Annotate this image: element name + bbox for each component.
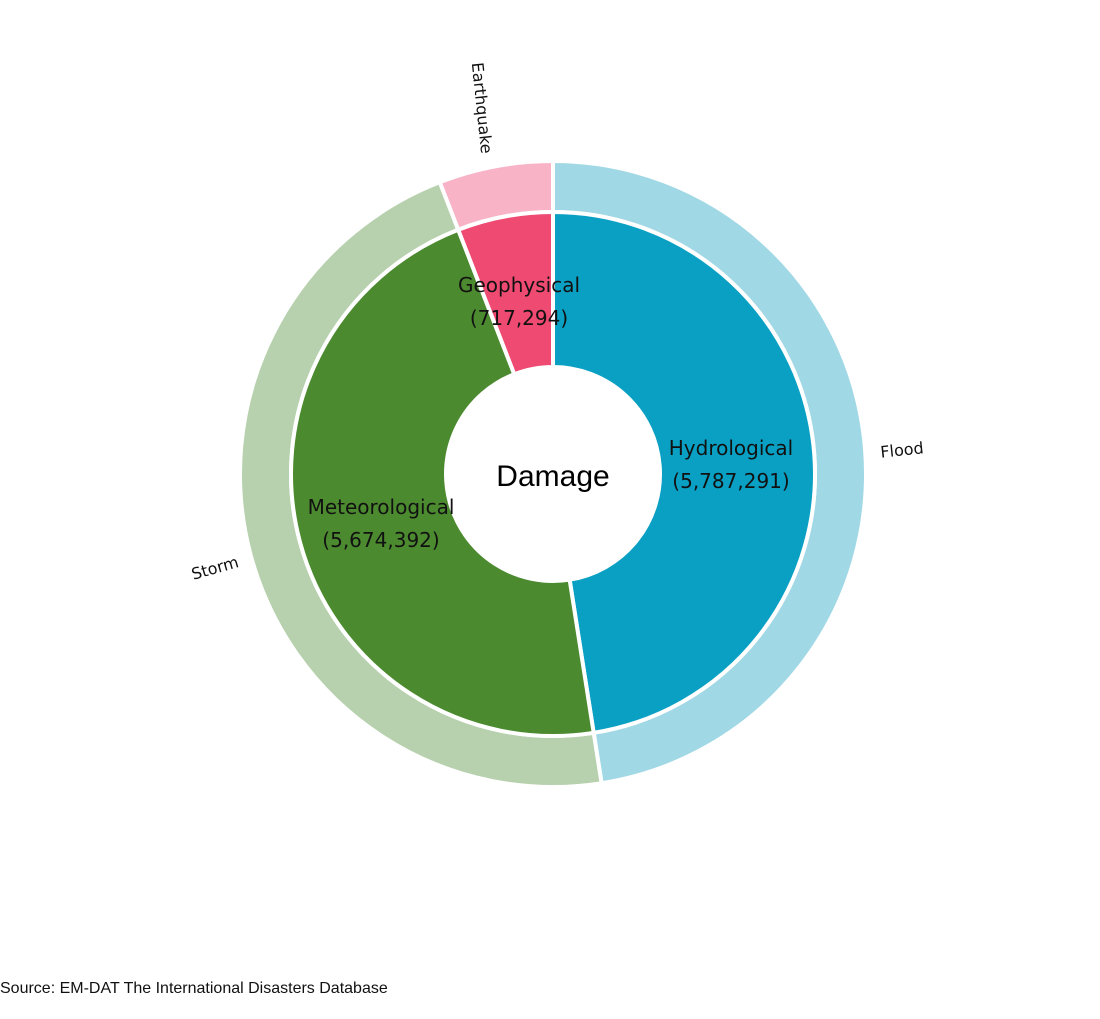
inner-value-meteorological: (5,674,392) bbox=[322, 528, 439, 552]
outer-label-flood: Flood bbox=[879, 438, 924, 461]
chart-labels: Hydrological (5,787,291) Meteorological (5,… bbox=[189, 61, 924, 583]
inner-value-geophysical: (717,294) bbox=[470, 306, 568, 330]
source-note: Source: EM-DAT The International Disaste… bbox=[0, 980, 388, 997]
inner-slice-geophysical bbox=[455, 209, 555, 377]
inner-label-hydrological: Hydrological bbox=[669, 436, 793, 460]
inner-slice-hydrological bbox=[551, 209, 817, 736]
inner-value-hydrological: (5,787,291) bbox=[672, 469, 789, 493]
inner-label-geophysical: Geophysical bbox=[458, 273, 580, 297]
inner-slice-meteorological bbox=[289, 227, 596, 738]
chart-center-title: Damage bbox=[496, 460, 609, 493]
outer-label-storm: Storm bbox=[189, 552, 240, 584]
outer-label-earthquake: Earthquake bbox=[468, 61, 496, 154]
inner-label-meteorological: Meteorological bbox=[308, 495, 455, 519]
inner-ring bbox=[289, 209, 817, 738]
